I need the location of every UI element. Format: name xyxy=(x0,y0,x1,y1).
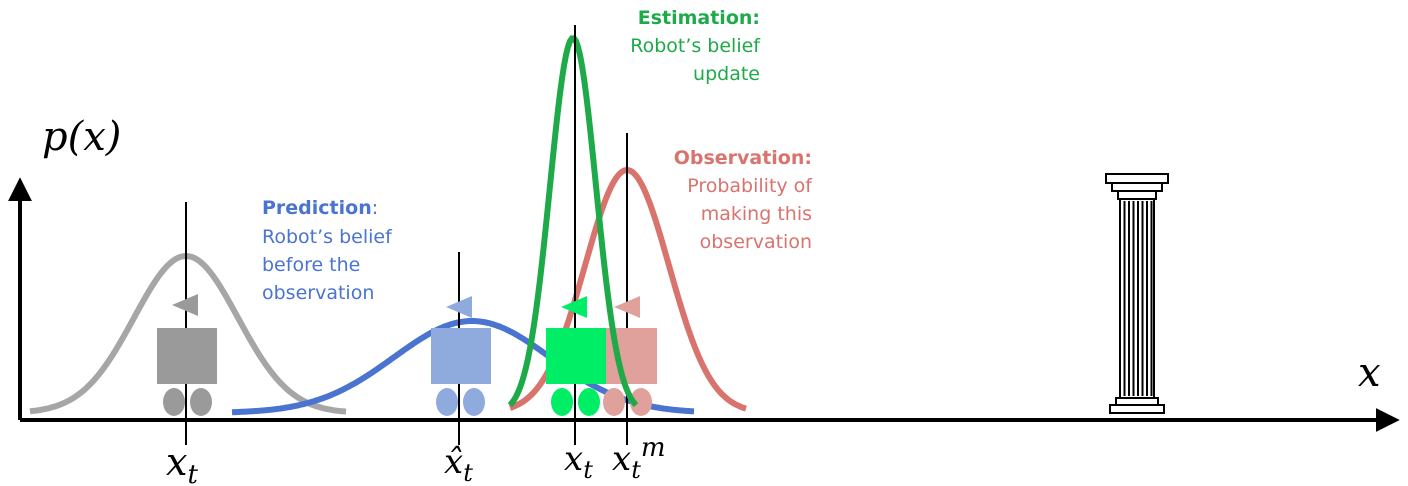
robot-cart-icon xyxy=(157,294,217,416)
estimation-tick-label: xt xyxy=(564,439,593,484)
y-axis-label: p(x) xyxy=(42,114,121,160)
previous-belief: xt xyxy=(29,202,347,486)
robot-cart-icon xyxy=(431,296,491,416)
prediction-tick-label: x̂t xyxy=(444,442,473,486)
prediction-line-2: before the xyxy=(262,254,360,276)
prediction-colon: : xyxy=(372,197,378,219)
previous-belief-curve xyxy=(29,252,347,415)
observation-title: Observation: xyxy=(674,147,812,169)
estimation-line-2: update xyxy=(693,63,760,85)
estimation-curve xyxy=(507,35,639,408)
observation-tick-label: xtm xyxy=(612,433,666,484)
observation-label: Observation: Probability of making this … xyxy=(674,147,814,253)
prediction-line-1: Robot’s belief xyxy=(262,226,393,248)
observation-line-3: observation xyxy=(700,231,812,253)
robot-cart-icon xyxy=(598,296,657,416)
estimation-title: Estimation: xyxy=(638,7,760,29)
prediction-label: Prediction: Robot’s belief before the ob… xyxy=(262,197,393,304)
prediction-belief: x̂t xyxy=(231,252,695,486)
prediction-title: Prediction xyxy=(262,197,372,219)
estimation-label: Estimation: Robot’s belief update xyxy=(630,7,761,85)
svg-text:Prediction:: Prediction: xyxy=(262,197,378,219)
estimation-belief: xt xyxy=(507,25,639,484)
robot-cart-icon xyxy=(546,296,606,416)
observation-line-1: Probability of xyxy=(687,175,813,197)
observation-line-2: making this xyxy=(701,203,812,225)
pillar-icon xyxy=(1105,173,1169,414)
prediction-line-3: observation xyxy=(262,282,374,304)
estimation-line-1: Robot’s belief xyxy=(630,35,761,57)
x-axis-label: x xyxy=(1358,350,1381,396)
previous-tick-label: xt xyxy=(166,440,198,486)
